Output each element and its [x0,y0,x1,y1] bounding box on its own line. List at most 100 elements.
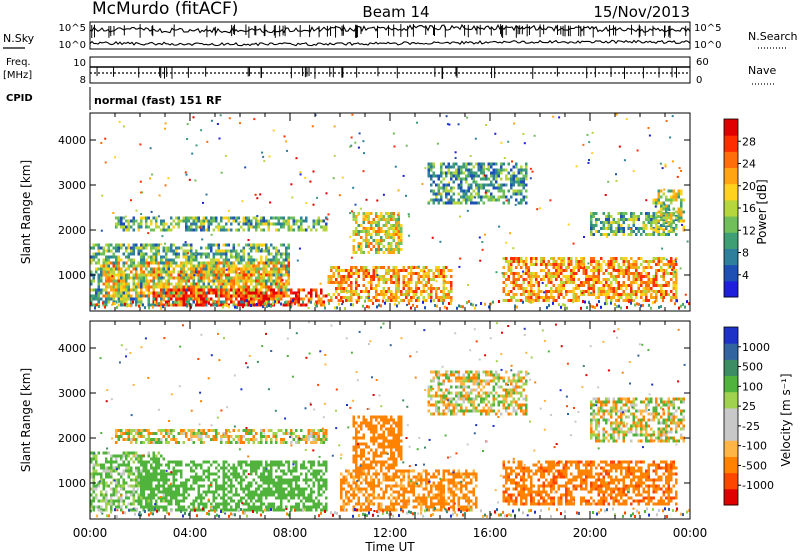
echo-cell [470,198,473,202]
echo-cell [642,260,645,263]
echo-cell [457,201,460,205]
echo-cell [167,264,170,268]
echo-cell [172,252,175,256]
echo-cell [555,299,558,302]
echo-cell [107,261,110,265]
echo-cell [100,267,103,271]
echo-cell [110,294,113,298]
echo-cell [670,189,673,193]
echo-cell [95,243,98,247]
echo-cell [275,261,278,265]
echo-cell [127,288,130,292]
echo-cell [370,212,373,215]
ground-scatter-point [280,302,282,306]
echo-cell [567,278,570,281]
echo-cell [97,249,100,253]
echo-cell [395,248,398,251]
echo-cell [427,272,430,275]
echo-cell [160,261,163,265]
echo-cell [522,263,525,266]
echo-cell [365,290,368,293]
echo-cell [95,469,98,473]
echo-cell [402,281,405,284]
echo-cell [105,508,108,512]
echo-cell [115,282,118,286]
echo-cell [280,285,283,289]
echo-cell [510,174,513,178]
echo-cell [662,284,665,287]
echo-cell [145,294,148,298]
echo-cell [197,297,200,301]
echo-cell [430,198,433,202]
echo-cell [137,475,140,479]
echo-cell [157,451,160,455]
echo-cell [530,272,533,275]
echo-cell [237,288,240,292]
echo-cell [652,219,655,223]
echo-cell [150,457,153,461]
scatter-point [261,151,264,154]
echo-cell [155,255,158,259]
echo-cell [120,219,123,223]
echo-cell [395,293,398,296]
echo-cell [90,499,93,503]
echo-cell [430,168,433,172]
echo-cell [592,260,595,263]
echo-cell [107,249,110,253]
echo-cell [682,228,685,232]
echo-cell [295,300,298,304]
echo-cell [672,195,675,199]
echo-cell [182,252,185,256]
echo-cell [145,258,148,262]
echo-cell [650,281,653,284]
echo-cell [665,272,668,275]
echo-cell [160,222,163,226]
scatter-point [615,179,618,182]
echo-cell [127,285,130,289]
echo-cell [105,285,108,289]
ground-scatter-point [584,300,586,304]
echo-cell [520,287,523,290]
echo-cell [572,293,575,296]
echo-cell [435,198,438,202]
echo-cell [617,218,620,221]
echo-cell [415,299,418,302]
echo-cell [167,246,170,250]
echo-cell [440,180,443,184]
echo-cell [212,252,215,256]
scatter-point [307,307,310,309]
echo-cell [357,275,360,278]
echo-cell [177,219,180,223]
echo-cell [590,224,593,227]
echo-cell [105,505,108,509]
echo-cell [355,299,358,302]
echo-cell [357,272,360,275]
echo-cell [192,219,195,223]
echo-cell [435,287,438,290]
echo-cell [130,472,133,476]
scatter-point [619,267,622,270]
echo-cell [102,484,105,488]
echo-cell [432,272,435,275]
echo-cell [642,266,645,269]
echo-cell [127,297,130,301]
scatter-point [191,152,194,155]
echo-cell [147,291,150,295]
echo-cell [122,487,125,491]
echo-cell [657,219,660,223]
echo-cell [102,493,105,497]
echo-cell [392,272,395,275]
ground-scatter-point [422,300,424,304]
scatter-point [674,271,677,274]
echo-cell [580,281,583,284]
echo-cell [507,162,510,166]
echo-cell [105,297,108,301]
echo-cell [175,303,178,307]
echo-cell [152,273,155,277]
echo-cell [660,257,663,260]
echo-cell [435,174,438,178]
echo-cell [285,282,288,286]
echo-cell [297,294,300,298]
echo-cell [362,272,365,275]
